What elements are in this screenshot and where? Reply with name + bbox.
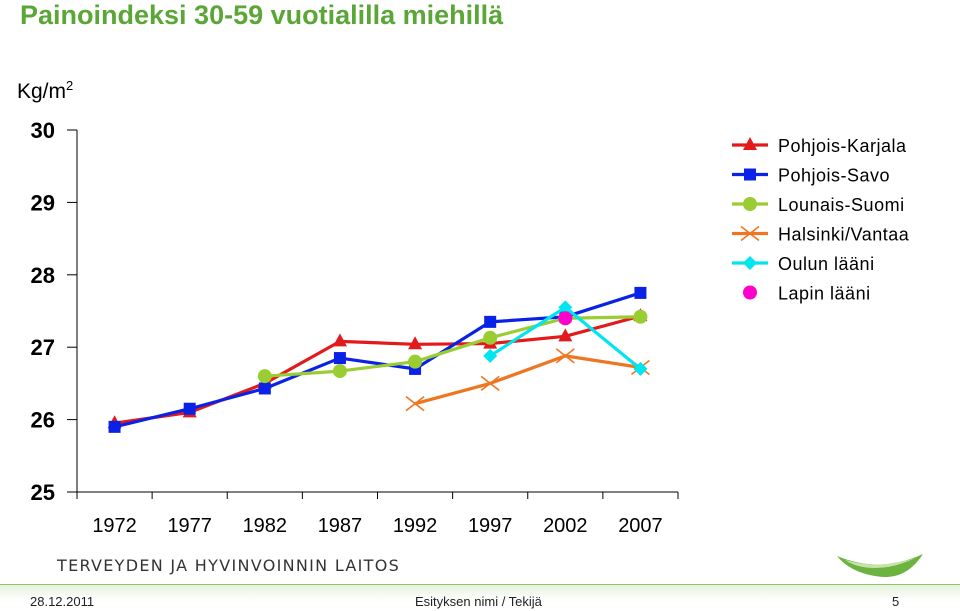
- data-point-halsinki-vantaa: [405, 396, 425, 412]
- x-tick-label: 1972: [92, 515, 137, 537]
- y-tick-label: 28: [31, 263, 55, 288]
- footer-page-number: 5: [892, 594, 900, 609]
- data-point-pohjois-savo: [484, 315, 497, 328]
- x-tick-label: 2007: [618, 515, 663, 537]
- x-tick-label: 1977: [167, 515, 212, 537]
- y-tick-label: 27: [31, 335, 55, 360]
- data-point-pohjois-karjala: [558, 328, 573, 342]
- data-point-lounais-suomi: [332, 364, 347, 379]
- data-point-pohjois-savo: [183, 402, 196, 415]
- x-tick-label: 2002: [543, 515, 588, 537]
- data-point-halsinki-vantaa: [480, 375, 500, 392]
- x-tick-label: 1992: [393, 515, 438, 537]
- data-point-halsinki-vantaa: [555, 348, 575, 364]
- data-point-pohjois-savo: [634, 286, 647, 299]
- legend-marker: [743, 137, 757, 150]
- footer-date: 28.12.2011: [30, 594, 95, 609]
- data-point-lounais-suomi: [408, 354, 423, 369]
- footer-bar: [0, 584, 960, 611]
- unit-base: Kg/m: [17, 80, 67, 103]
- unit-superscript: 2: [66, 78, 74, 93]
- y-axis-unit: Kg/m2: [17, 78, 73, 104]
- legend-marker: [743, 197, 757, 211]
- y-tick-label: 30: [31, 118, 55, 143]
- legend-label: Halsinki/Vantaa: [778, 225, 910, 245]
- data-point-lapin-l-ni: [558, 311, 573, 326]
- legend-marker: [743, 256, 757, 270]
- data-point-pohjois-savo: [333, 352, 346, 365]
- slide-title: Painoindeksi 30-59 vuotialilla miehillä: [20, 0, 504, 30]
- legend-marker: [743, 285, 757, 300]
- y-tick-label: 25: [31, 480, 55, 505]
- x-tick-label: 1982: [243, 515, 288, 537]
- legend-marker: [744, 168, 756, 181]
- data-point-pohjois-karjala: [332, 333, 347, 347]
- legend-label: Oulun lääni: [778, 254, 875, 274]
- series-line-pohjois-karjala: [114, 314, 641, 425]
- data-point-oulun-l-ni: [633, 361, 648, 376]
- x-tick-label: 1997: [468, 515, 513, 537]
- legend-label: Pohjois-Savo: [778, 166, 890, 186]
- legend-label: Lounais-Suomi: [778, 195, 905, 215]
- series-line-halsinki-vantaa: [414, 354, 641, 406]
- y-tick-label: 29: [31, 190, 55, 215]
- data-point-pohjois-savo: [258, 382, 271, 395]
- footer-author: Esityksen nimi / Tekijä: [415, 594, 542, 609]
- legend-label: Pohjois-Karjala: [778, 136, 907, 156]
- data-point-pohjois-savo: [108, 420, 121, 433]
- data-point-oulun-l-ni: [558, 300, 573, 315]
- legend-marker: [740, 225, 760, 242]
- data-point-lounais-suomi: [633, 309, 648, 324]
- data-point-lounais-suomi: [483, 330, 498, 345]
- x-tick-label: 1987: [318, 515, 363, 537]
- legend-label: Lapin lääni: [778, 284, 871, 304]
- y-tick-label: 26: [31, 408, 55, 433]
- data-point-pohjois-karjala: [408, 336, 423, 350]
- organization-logo: [837, 554, 923, 578]
- data-point-lounais-suomi: [257, 369, 272, 384]
- series-line-pohjois-savo: [114, 291, 641, 429]
- organization-name: TERVEYDEN JA HYVINVOINNIN LAITOS: [57, 556, 401, 575]
- line-chart: 25 26 27 28 29 30 1972 1977 1982 1987 1992 1997 2002…: [31, 118, 910, 537]
- data-point-oulun-l-ni: [483, 348, 498, 363]
